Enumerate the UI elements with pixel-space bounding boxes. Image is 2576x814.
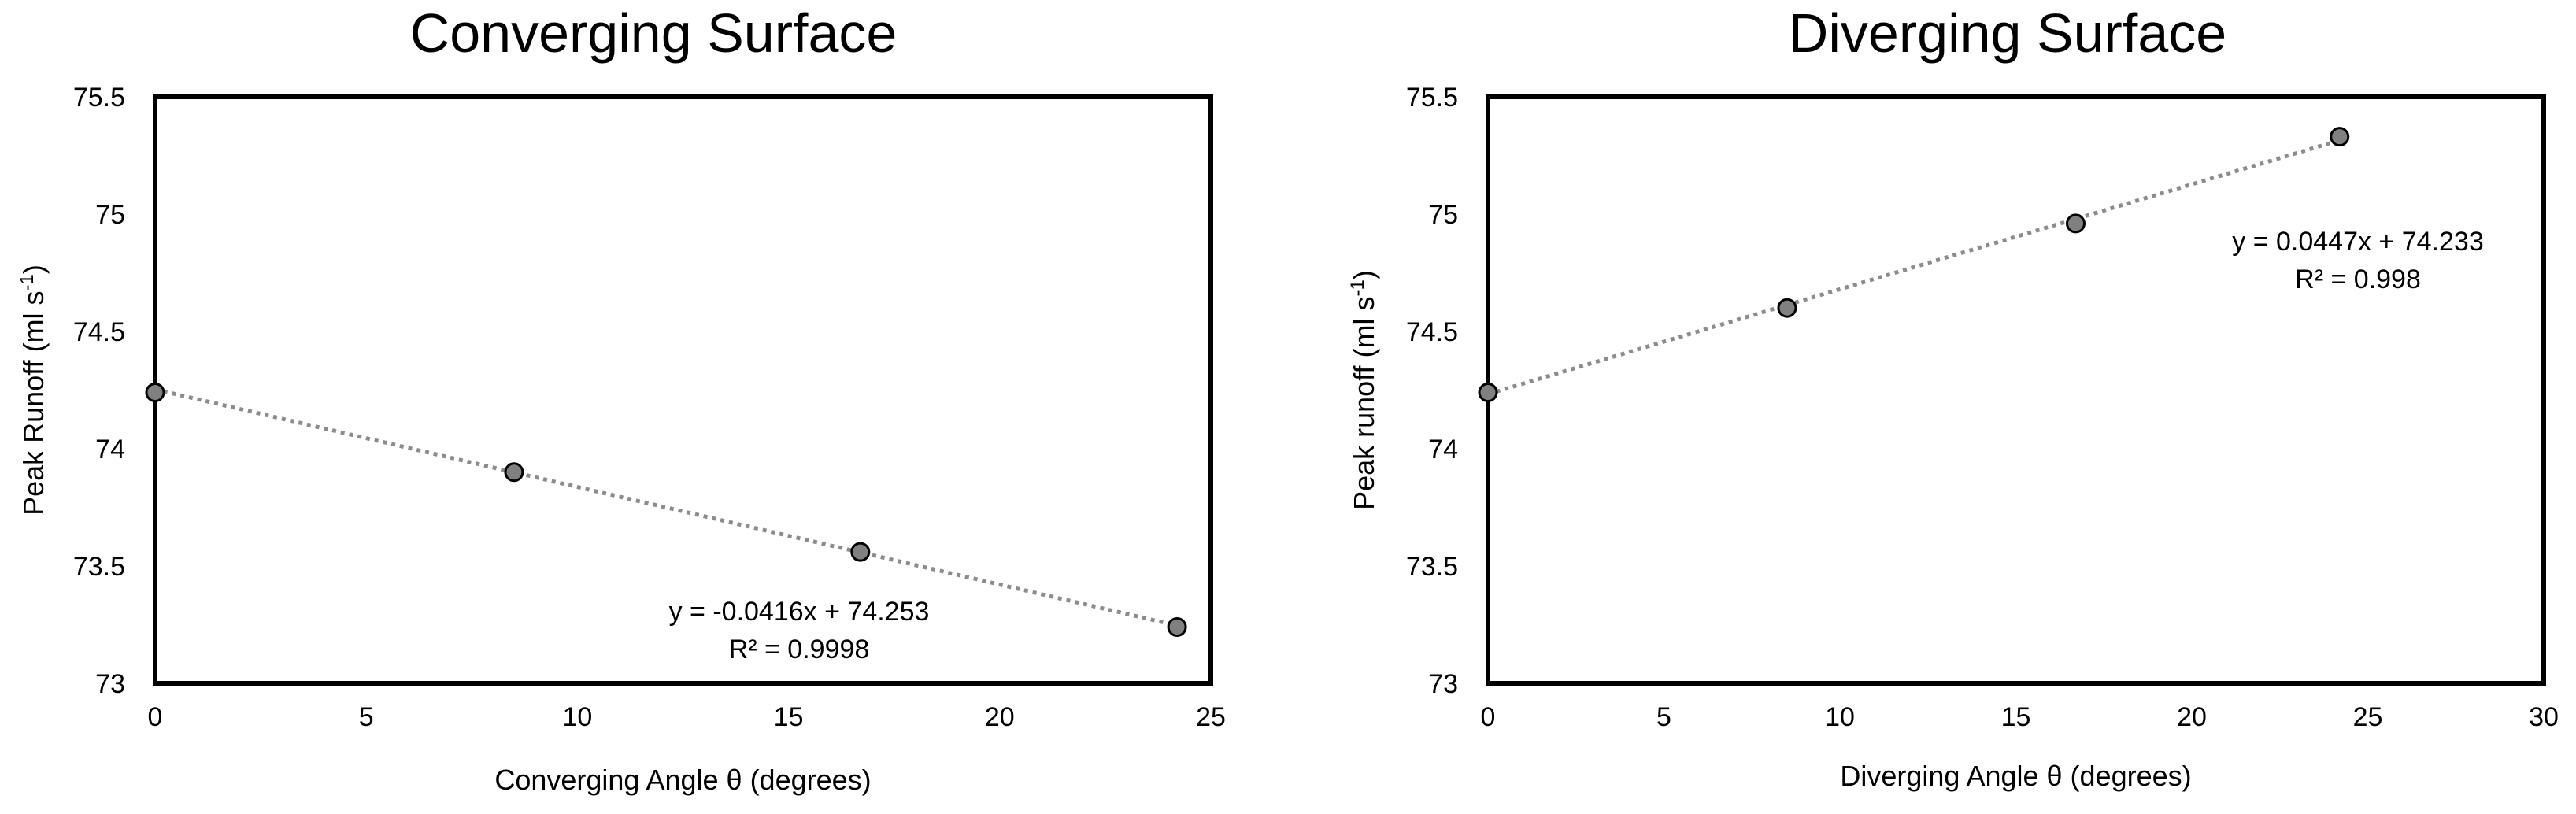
data-point [504,462,524,483]
chart-title: Converging Surface [410,2,898,64]
x-tick-label: 15 [2001,702,2031,732]
y-tick-label: 73.5 [73,552,125,582]
x-tick-label: 10 [562,702,592,732]
x-tick-label: 30 [2529,702,2559,732]
x-tick-label: 5 [359,702,374,732]
y-tick-label: 73 [95,669,125,699]
x-tick-label: 25 [1196,702,1226,732]
y-tick-label: 73 [1428,669,1458,699]
chart-title: Diverging Surface [1789,2,2226,64]
x-tick-label: 0 [1481,702,1496,732]
r-squared-label: R² = 0.9998 [729,635,870,664]
data-point [1777,298,1797,318]
y-tick-label: 74 [95,435,125,464]
y-tick-label: 74.5 [1406,317,1458,347]
y-tick-label: 73.5 [1406,552,1458,582]
y-axis-label: Peak Runoff (ml s-1) [17,265,50,516]
x-tick-label: 15 [774,702,804,732]
y-axis-label: Peak runoff (ml s-1) [1347,270,1381,510]
x-tick-label: 0 [148,702,163,732]
y-tick-label: 75.5 [1406,83,1458,113]
x-tick-label: 5 [1656,702,1671,732]
data-point [850,542,871,562]
x-tick-label: 20 [985,702,1015,732]
y-tick-label: 75 [1428,200,1458,230]
y-tick-label: 74 [1428,435,1458,464]
r-squared-label: R² = 0.998 [2295,265,2421,294]
trendline [154,387,1178,628]
x-tick-label: 10 [1825,702,1855,732]
x-axis-label: Diverging Angle θ (degrees) [1840,760,2191,792]
y-tick-label: 75 [95,200,125,230]
chart-panel-1: Converging Surface 0 5 10 15 20 25 73 73.5 74 74.5… [17,2,1226,796]
data-point [1478,382,1498,402]
y-tick-label: 74.5 [73,317,125,347]
data-point [145,382,165,402]
data-point [2330,127,2350,147]
trendline-equation: y = -0.0416x + 74.253 [669,597,930,627]
data-point [2065,213,2086,234]
x-tick-label: 20 [2177,702,2207,732]
trendline [1487,138,2341,396]
chart-panel-2: Diverging Surface 0 5 10 15 20 25 30 73 73.5 74 74.… [1347,2,2559,792]
data-point [1167,616,1187,637]
x-axis-label: Converging Angle θ (degrees) [494,764,871,796]
y-tick-label: 75.5 [73,83,125,113]
x-tick-label: 25 [2353,702,2383,732]
trendline-equation: y = 0.0447x + 74.233 [2232,227,2483,257]
plot-frame [1486,94,2546,686]
